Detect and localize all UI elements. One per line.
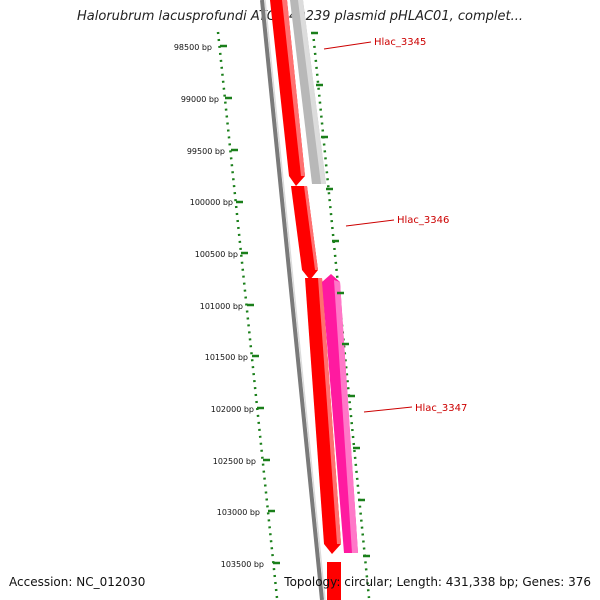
gene-block-Hlac_3345[interactable]	[290, 0, 326, 184]
forward-gene-segment-top	[270, 0, 305, 186]
forward-gene-segment-bottom	[327, 562, 341, 600]
gene-label-Hlac_3347[interactable]: Hlac_3347	[415, 403, 467, 414]
tick-label: 101000 bp	[200, 302, 243, 311]
tick-label: 103500 bp	[221, 560, 264, 569]
gene-arrow-Hlac_3345-shade	[298, 0, 326, 184]
gene-label-leader-Hlac_3345	[323, 41, 372, 50]
tick-label: 102500 bp	[213, 457, 256, 466]
gene-arrow-Hlac_3346-shade	[304, 186, 318, 270]
forward-gene-segment-lower	[305, 278, 341, 554]
gene-arrow-Hlac_3346[interactable]	[291, 186, 318, 280]
topology-summary: Topology: circular; Length: 431,338 bp; …	[284, 575, 591, 589]
tick-label: 103000 bp	[217, 508, 260, 517]
tick-label: 98500 bp	[174, 43, 212, 52]
ruler-tick-labels: 98500 bp 99000 bp 99500 bp 100000 bp 100…	[174, 43, 264, 569]
tick-label: 99000 bp	[181, 95, 219, 104]
backbone-line	[260, 0, 324, 600]
gene-labels: Hlac_3345 Hlac_3346 Hlac_3347	[323, 37, 467, 414]
gene-arrow-Hlac_3347-shade	[334, 280, 358, 553]
gene-label-Hlac_3345[interactable]: Hlac_3345	[374, 37, 426, 48]
tick-label: 100000 bp	[190, 198, 233, 207]
backbone-highlight	[264, 0, 326, 600]
gene-block-Hlac_3347[interactable]	[322, 274, 358, 553]
gene-label-leader-Hlac_3347	[363, 406, 413, 413]
ruler-tick-marks	[220, 31, 370, 565]
accession-label: Accession: NC_012030	[9, 575, 146, 589]
tick-label: 102000 bp	[211, 405, 254, 414]
tick-label: 99500 bp	[187, 147, 225, 156]
forward-gene-segment-lower-shade	[318, 278, 341, 544]
gene-block-Hlac_3346[interactable]	[291, 186, 318, 280]
forward-gene-segment-top-shade	[282, 0, 305, 176]
tick-label: 101500 bp	[205, 353, 248, 362]
gene-label-Hlac_3346[interactable]: Hlac_3346	[397, 215, 449, 226]
gene-label-leader-Hlac_3346	[345, 219, 395, 227]
tick-label: 100500 bp	[195, 250, 238, 259]
